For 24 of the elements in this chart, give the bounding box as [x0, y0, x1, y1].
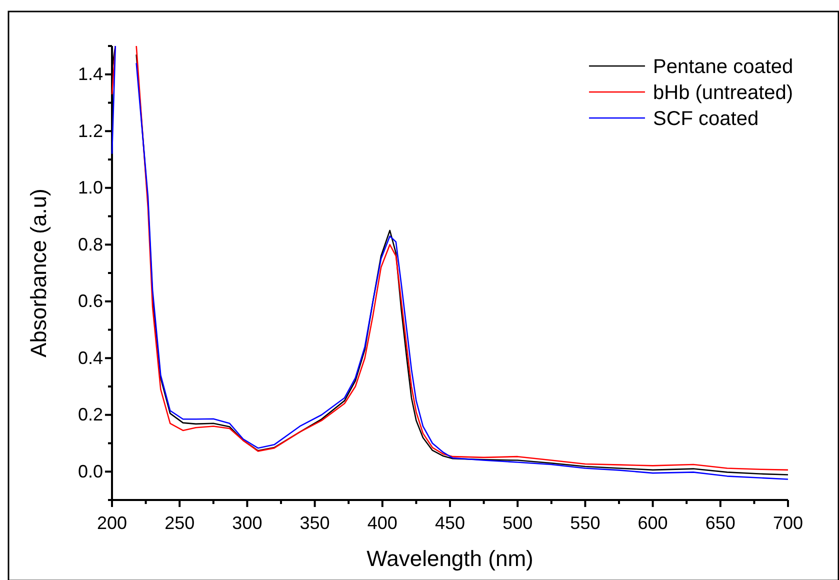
x-axis-title: Wavelength (nm)	[366, 546, 534, 571]
y-tick-label: 0.6	[78, 291, 103, 312]
x-tick-label: 500	[502, 512, 533, 533]
y-axis-title: Absorbance (a.u)	[26, 188, 51, 358]
x-tick-label: 350	[300, 512, 330, 533]
x-tick-label: 300	[232, 512, 262, 533]
x-tick-label: 250	[164, 512, 195, 533]
y-tick-label: 1.2	[78, 120, 103, 141]
x-tick-label: 200	[96, 512, 128, 533]
x-tick-label: 600	[638, 512, 668, 533]
y-tick-label: 0.8	[78, 234, 103, 254]
y-tick-label: 1.0	[78, 178, 103, 198]
y-tick-label: 0.2	[78, 404, 103, 425]
x-tick-label: 450	[434, 512, 466, 533]
legend-label: SCF coated	[653, 108, 759, 130]
x-tick-label: 650	[705, 512, 736, 533]
x-tick-label: 550	[570, 512, 600, 533]
x-tick-label: 400	[367, 512, 398, 533]
y-tick-label: 1.4	[78, 64, 103, 84]
y-tick-label: 0.4	[78, 348, 103, 368]
legend-label: Pentane coated	[653, 56, 794, 78]
y-tick-label: 0.0	[78, 461, 103, 482]
legend-label: bHb (untreated)	[653, 82, 794, 104]
x-tick-label: 700	[772, 512, 804, 533]
